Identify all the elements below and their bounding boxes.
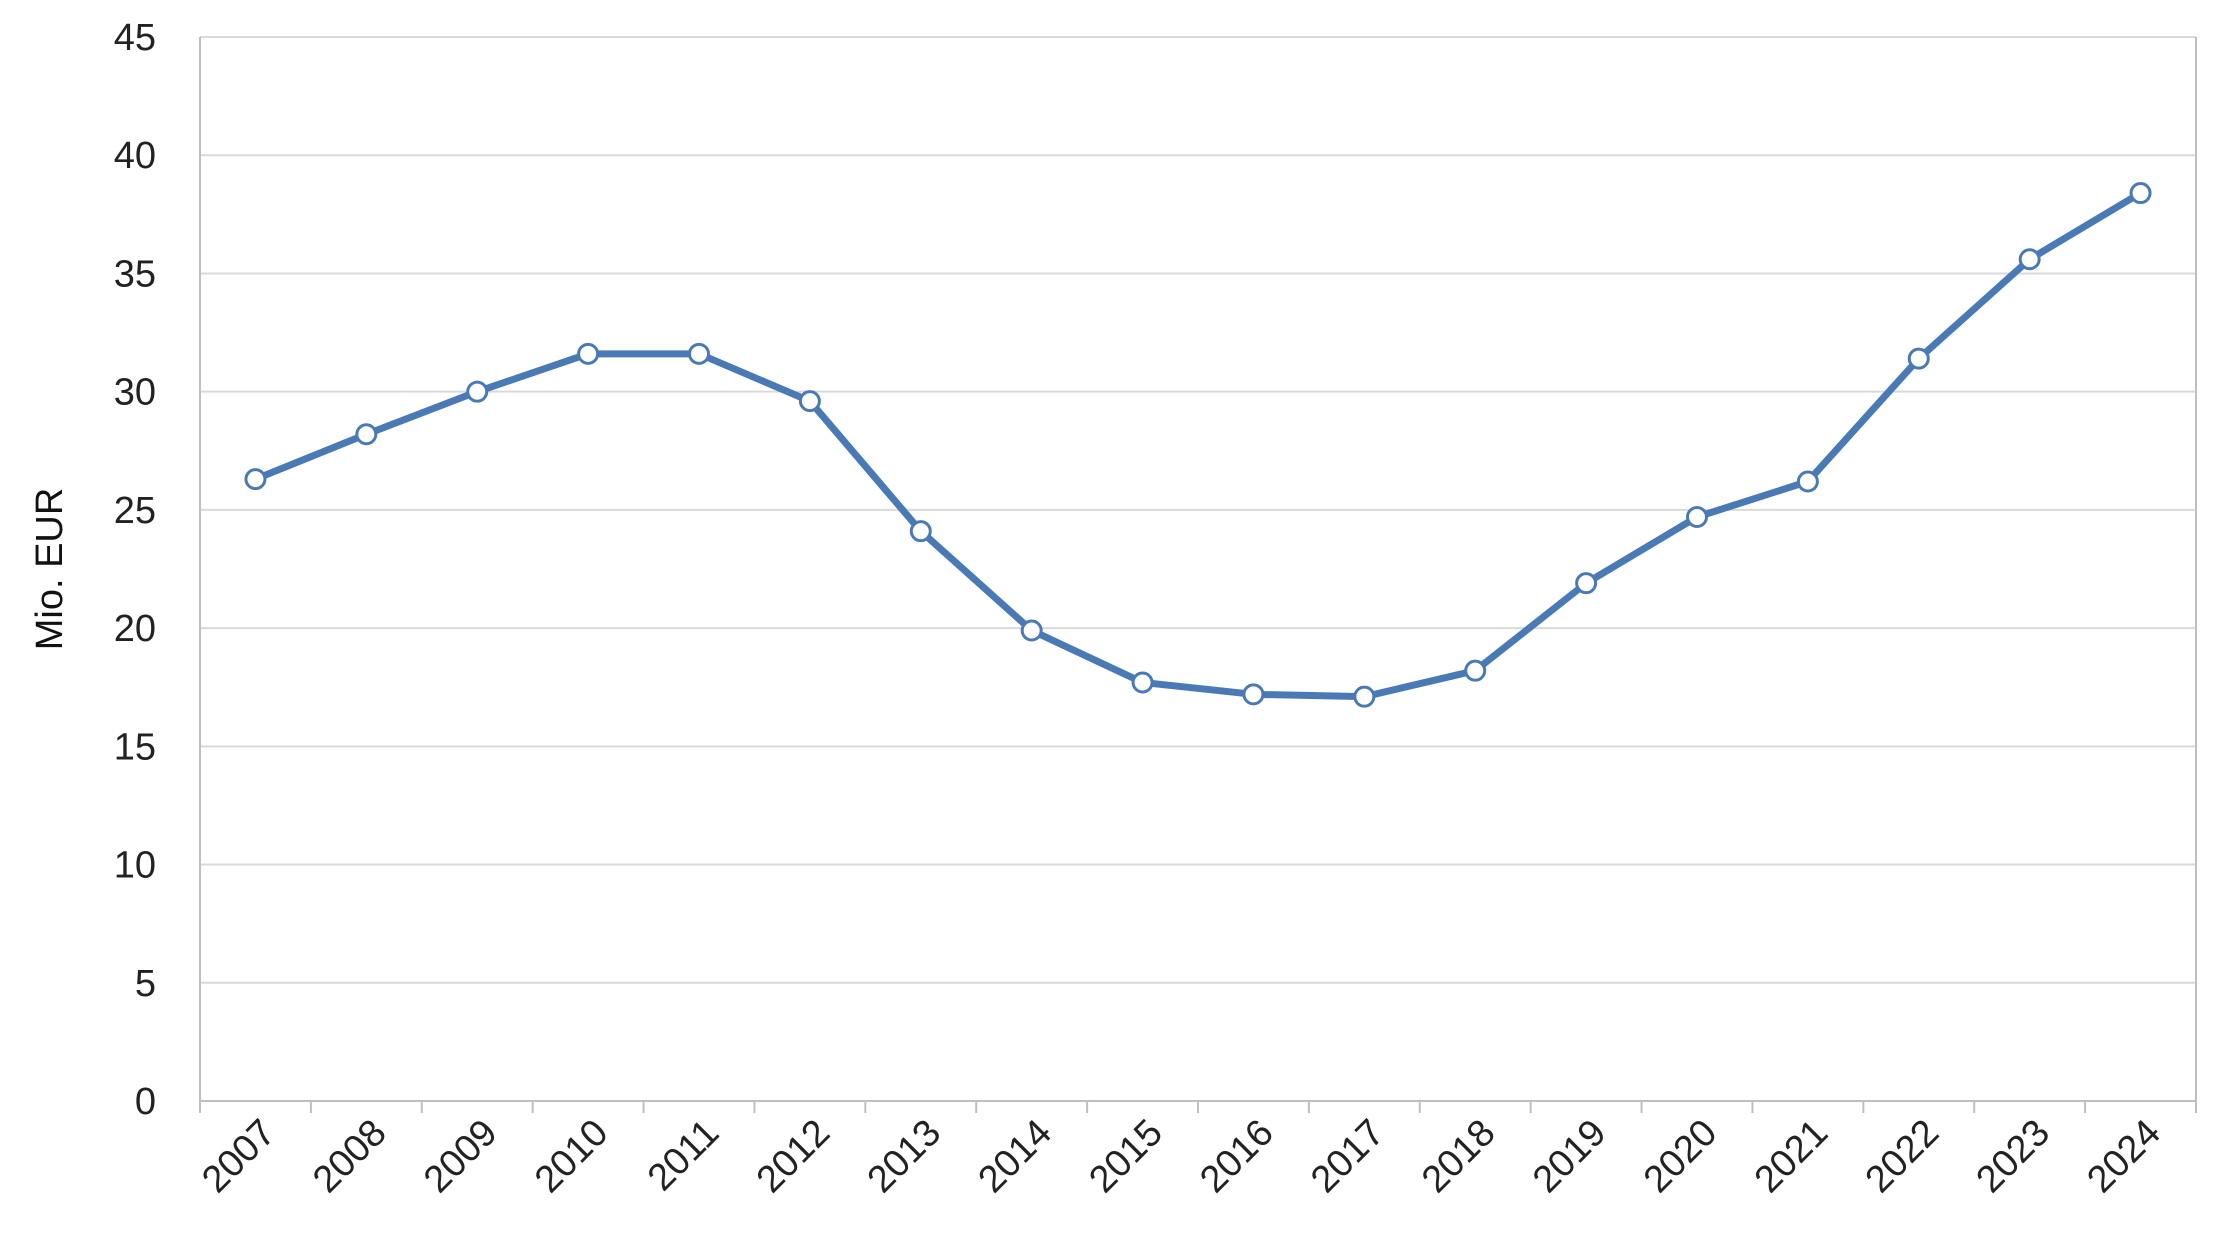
y-tick-label: 40	[114, 135, 156, 177]
x-tick-label: 2018	[1414, 1112, 1503, 1201]
x-tick-label: 2023	[1969, 1112, 2058, 1201]
data-point	[577, 342, 600, 365]
y-tick-label: 5	[135, 963, 156, 1005]
data-point	[1907, 347, 1930, 370]
x-tick-label: 2011	[640, 1112, 727, 1199]
data-point	[1575, 572, 1598, 595]
axes	[199, 37, 2197, 1113]
x-tick-label: 2009	[416, 1112, 505, 1201]
x-tick-label: 2021	[1747, 1112, 1836, 1201]
x-tick-label: 2013	[860, 1112, 949, 1201]
y-tick-label: 20	[114, 608, 156, 650]
x-tick-label: 2012	[749, 1112, 838, 1201]
x-tick-label: 2020	[1636, 1112, 1725, 1201]
data-point	[2129, 182, 2152, 205]
data-point	[2018, 248, 2041, 271]
data-point	[1020, 619, 1043, 642]
y-tick-label: 25	[114, 490, 156, 532]
y-tick-label: 35	[114, 253, 156, 295]
data-point	[355, 423, 378, 446]
x-tick-labels: 2007 2008 2009 2010 2011 2012 2013 2014 2015 2016…	[194, 1112, 2169, 1201]
y-tick-labels: 0 5 10 15 20 25 30 35 40 45	[114, 17, 156, 1123]
x-tick-label: 2016	[1192, 1112, 1281, 1201]
gridlines	[200, 36, 2196, 984]
data-point	[466, 380, 489, 403]
y-tick-label: 0	[135, 1081, 156, 1123]
x-tick-label: 2015	[1081, 1112, 1170, 1201]
y-tick-label: 45	[114, 17, 156, 59]
series	[244, 182, 2152, 708]
data-point	[1686, 505, 1708, 528]
x-tick-label: 2007	[194, 1112, 283, 1201]
x-tick-label: 2019	[1525, 1112, 1614, 1201]
y-tick-label: 10	[114, 845, 156, 887]
data-point	[1131, 671, 1154, 694]
y-axis-title: Mio. EUR	[29, 488, 71, 651]
data-point	[1796, 470, 1819, 493]
x-tick-label: 2017	[1303, 1112, 1392, 1201]
data-point	[798, 390, 821, 413]
series-line	[251, 189, 2145, 701]
x-tick-label: 2022	[1858, 1112, 1947, 1201]
y-tick-label: 30	[114, 372, 156, 414]
x-tick-label: 2014	[971, 1112, 1060, 1201]
data-point	[1242, 683, 1265, 706]
y-tick-label: 15	[114, 726, 156, 768]
data-point	[244, 468, 267, 491]
x-tick-label: 2010	[527, 1112, 616, 1201]
data-point	[1353, 685, 1376, 708]
data-point	[688, 342, 710, 365]
x-tick-label: 2024	[2079, 1112, 2168, 1201]
data-point	[1464, 659, 1487, 682]
data-point	[909, 520, 932, 543]
x-tick-label: 2008	[305, 1112, 394, 1201]
